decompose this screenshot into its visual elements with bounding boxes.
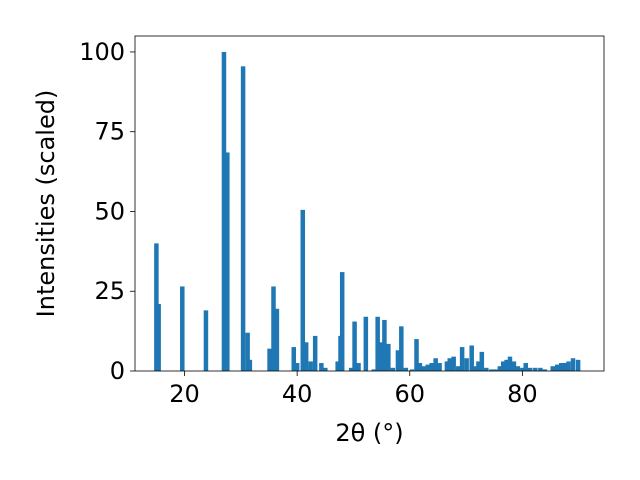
y-tick-label: 50 (94, 197, 125, 225)
bar (323, 367, 328, 371)
bar (425, 364, 431, 371)
x-tick-label: 80 (507, 380, 538, 408)
bar (312, 335, 318, 371)
bar (429, 363, 434, 371)
bar (489, 369, 494, 371)
bar (294, 363, 300, 371)
bar (403, 367, 409, 371)
bar (538, 367, 543, 371)
bar (271, 286, 276, 371)
bar (378, 342, 384, 371)
bar (386, 343, 391, 371)
bar (511, 361, 517, 371)
y-axis-ticks: 0 25 50 75 100 (79, 38, 135, 385)
bar (221, 51, 227, 371)
y-tick-label: 100 (79, 38, 125, 66)
bar (447, 358, 452, 371)
bar (493, 369, 498, 371)
bar (274, 308, 280, 371)
bar (472, 366, 478, 371)
bars-group (154, 51, 581, 372)
bar (382, 319, 387, 371)
bar (308, 361, 313, 371)
bar (300, 209, 306, 371)
bar (339, 272, 345, 371)
bar (335, 361, 340, 371)
bar (395, 350, 401, 371)
bar (562, 363, 568, 371)
bar (371, 369, 376, 371)
bar (319, 363, 324, 371)
plot-frame (134, 35, 605, 372)
bar (303, 342, 309, 371)
bar (575, 359, 581, 371)
bar (225, 152, 230, 371)
x-tick-label: 40 (282, 380, 313, 408)
bar (479, 351, 485, 371)
x-axis-ticks: 20 40 60 80 (169, 371, 538, 408)
bar (558, 363, 564, 371)
bar (180, 286, 185, 371)
bar (375, 316, 380, 371)
bar (550, 366, 556, 371)
x-axis-label: 2θ (°) (335, 419, 403, 447)
x-tick-label: 20 (169, 380, 200, 408)
bar (484, 367, 489, 371)
bar (570, 358, 576, 371)
bar (247, 359, 253, 371)
bar (520, 367, 525, 371)
bar (363, 316, 369, 371)
bar (291, 347, 297, 371)
bar (451, 356, 456, 371)
bar (455, 366, 461, 371)
y-tick-label: 25 (94, 277, 125, 305)
y-tick-label: 0 (110, 357, 125, 385)
bar (390, 367, 396, 371)
bar (203, 310, 209, 371)
bar (409, 369, 415, 371)
bar (240, 66, 246, 372)
bar (267, 348, 272, 371)
bar (417, 363, 423, 371)
bar (444, 361, 450, 371)
y-tick-label: 75 (94, 118, 125, 146)
bar (433, 358, 438, 371)
bar (497, 366, 503, 371)
bar (421, 366, 426, 371)
bar (500, 361, 506, 371)
bar (515, 366, 521, 371)
bar (459, 347, 465, 371)
bar (245, 332, 250, 371)
bar (464, 358, 469, 371)
bar (555, 364, 560, 371)
bar (437, 363, 442, 371)
bar (469, 345, 474, 371)
x-tick-label: 60 (394, 380, 425, 408)
bar (504, 359, 509, 371)
bar (352, 321, 357, 371)
bar (414, 339, 419, 371)
bar (156, 304, 161, 371)
bar (476, 361, 481, 371)
y-axis-label: Intensities (scaled) (32, 90, 60, 318)
bar (523, 363, 528, 371)
bar (348, 367, 354, 371)
bar (566, 361, 571, 371)
bar (527, 367, 533, 371)
bar (399, 326, 404, 371)
bar (507, 356, 513, 371)
bar (533, 367, 538, 371)
bar (542, 369, 548, 371)
bar (356, 363, 361, 371)
